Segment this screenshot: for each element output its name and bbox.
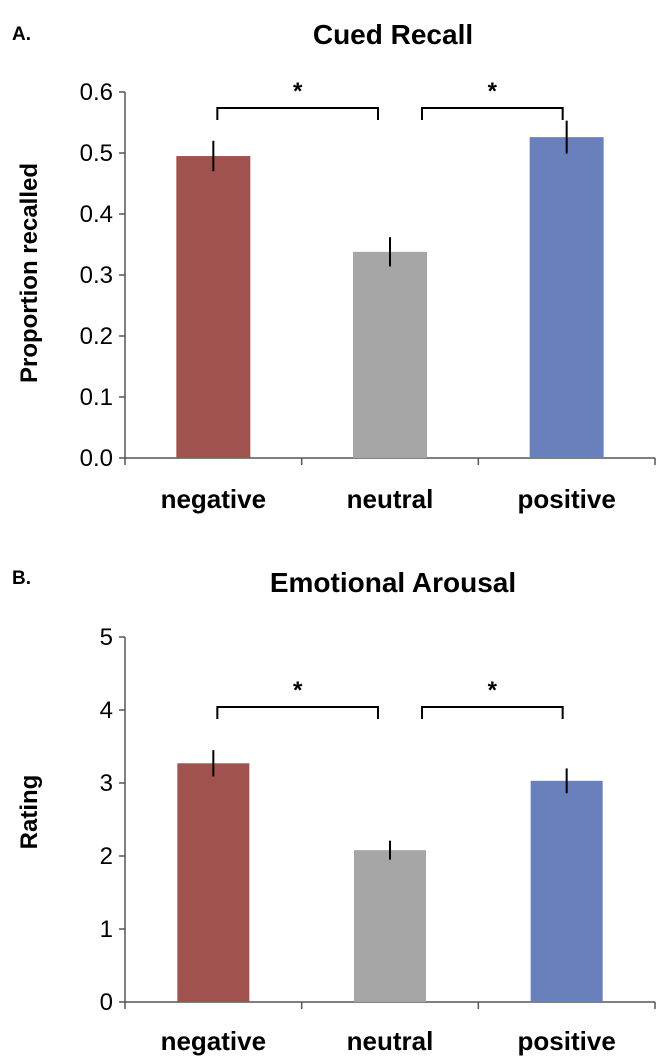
y-tick-label-b: 1 — [100, 916, 113, 943]
x-category-label-negative-b: negative — [161, 1026, 267, 1056]
y-axis-label-b: Rating — [16, 775, 43, 850]
x-category-label-neutral-a: neutral — [347, 484, 434, 514]
panel-letter-b: B. — [12, 568, 31, 589]
x-category-label-neutral-b: neutral — [347, 1026, 434, 1056]
bar-negative-a — [176, 156, 251, 459]
y-tick-label-a: 0.5 — [80, 140, 113, 167]
bar-positive-b — [530, 780, 603, 1002]
x-category-label-positive-b: positive — [518, 1026, 616, 1056]
bar-positive-a — [529, 137, 604, 458]
y-tick-label-b: 2 — [100, 843, 113, 870]
y-tick-label-a: 0.0 — [80, 445, 113, 472]
bar-neutral-b — [354, 850, 426, 1002]
y-axis-label-a: Proportion recalled — [16, 163, 43, 383]
significance-bracket-b — [216, 706, 379, 719]
x-category-label-positive-a: positive — [518, 484, 616, 514]
y-tick-label-b: 3 — [100, 770, 113, 797]
chart-panel-a: A. Cued Recall Proportion recalled 0.0 0.… — [12, 19, 656, 514]
y-tick-label-b: 5 — [100, 624, 113, 651]
significance-marker-b: * — [293, 677, 303, 704]
chart-title-b: Emotional Arousal — [270, 567, 516, 598]
significance-marker-a: * — [488, 78, 498, 105]
y-tick-label-a: 0.2 — [80, 323, 113, 350]
y-tick-label-a: 0.4 — [80, 201, 113, 228]
y-tick-label-a: 0.1 — [80, 384, 113, 411]
y-tick-label-a: 0.3 — [80, 262, 113, 289]
bar-negative-b — [177, 763, 250, 1002]
significance-bracket-a — [216, 107, 379, 120]
significance-bracket-a — [421, 107, 564, 120]
chart-panel-b: B. Emotional Arousal Rating 0 1 2 3 4 5 negati… — [12, 567, 656, 1056]
y-tick-label-b: 0 — [100, 989, 113, 1016]
bar-neutral-a — [353, 251, 427, 458]
significance-marker-a: * — [293, 78, 303, 105]
y-tick-label-b: 4 — [100, 697, 113, 724]
y-tick-label-a: 0.6 — [80, 79, 113, 106]
panel-letter-a: A. — [12, 24, 31, 45]
significance-bracket-b — [421, 706, 564, 719]
x-category-label-negative-a: negative — [161, 484, 267, 514]
significance-marker-b: * — [488, 677, 498, 704]
chart-title-a: Cued Recall — [313, 19, 473, 50]
